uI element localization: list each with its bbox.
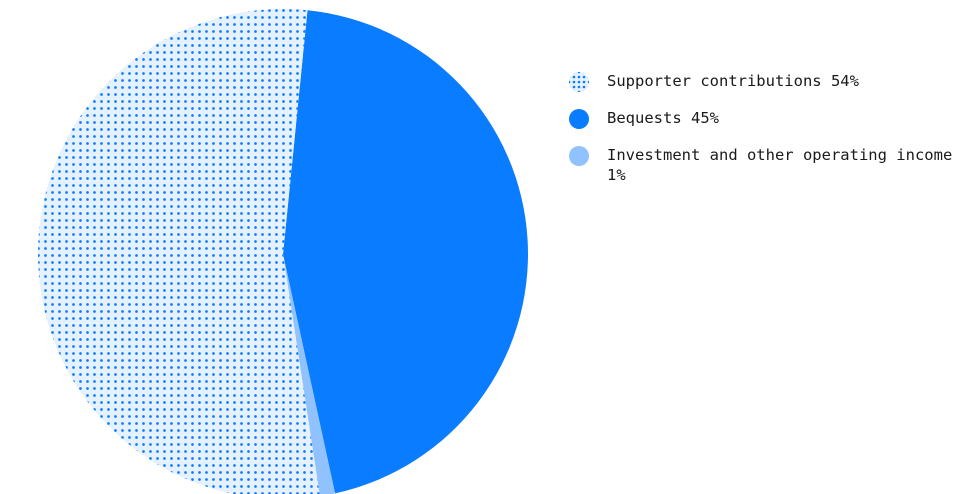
legend-swatch-dotted bbox=[569, 72, 589, 92]
legend-label: Investment and other operating income 1% bbox=[607, 146, 953, 184]
legend-swatch-light-blue bbox=[569, 146, 589, 166]
pie-chart bbox=[38, 9, 528, 494]
legend-item-investment-income: Investment and other operating income 1% bbox=[569, 145, 964, 185]
pie-slice-bequests bbox=[283, 10, 528, 494]
legend-label: Supporter contributions 54% bbox=[607, 72, 859, 90]
legend-swatch-solid-blue bbox=[569, 109, 589, 129]
pie-slice-supporter-contributions bbox=[38, 9, 320, 494]
legend-label: Bequests 45% bbox=[607, 109, 719, 127]
legend-item-bequests: Bequests 45% bbox=[569, 108, 964, 129]
legend-item-supporter-contributions: Supporter contributions 54% bbox=[569, 71, 964, 92]
legend: Supporter contributions 54% Bequests 45%… bbox=[569, 71, 964, 201]
pie-slice-investment-income bbox=[283, 254, 336, 494]
